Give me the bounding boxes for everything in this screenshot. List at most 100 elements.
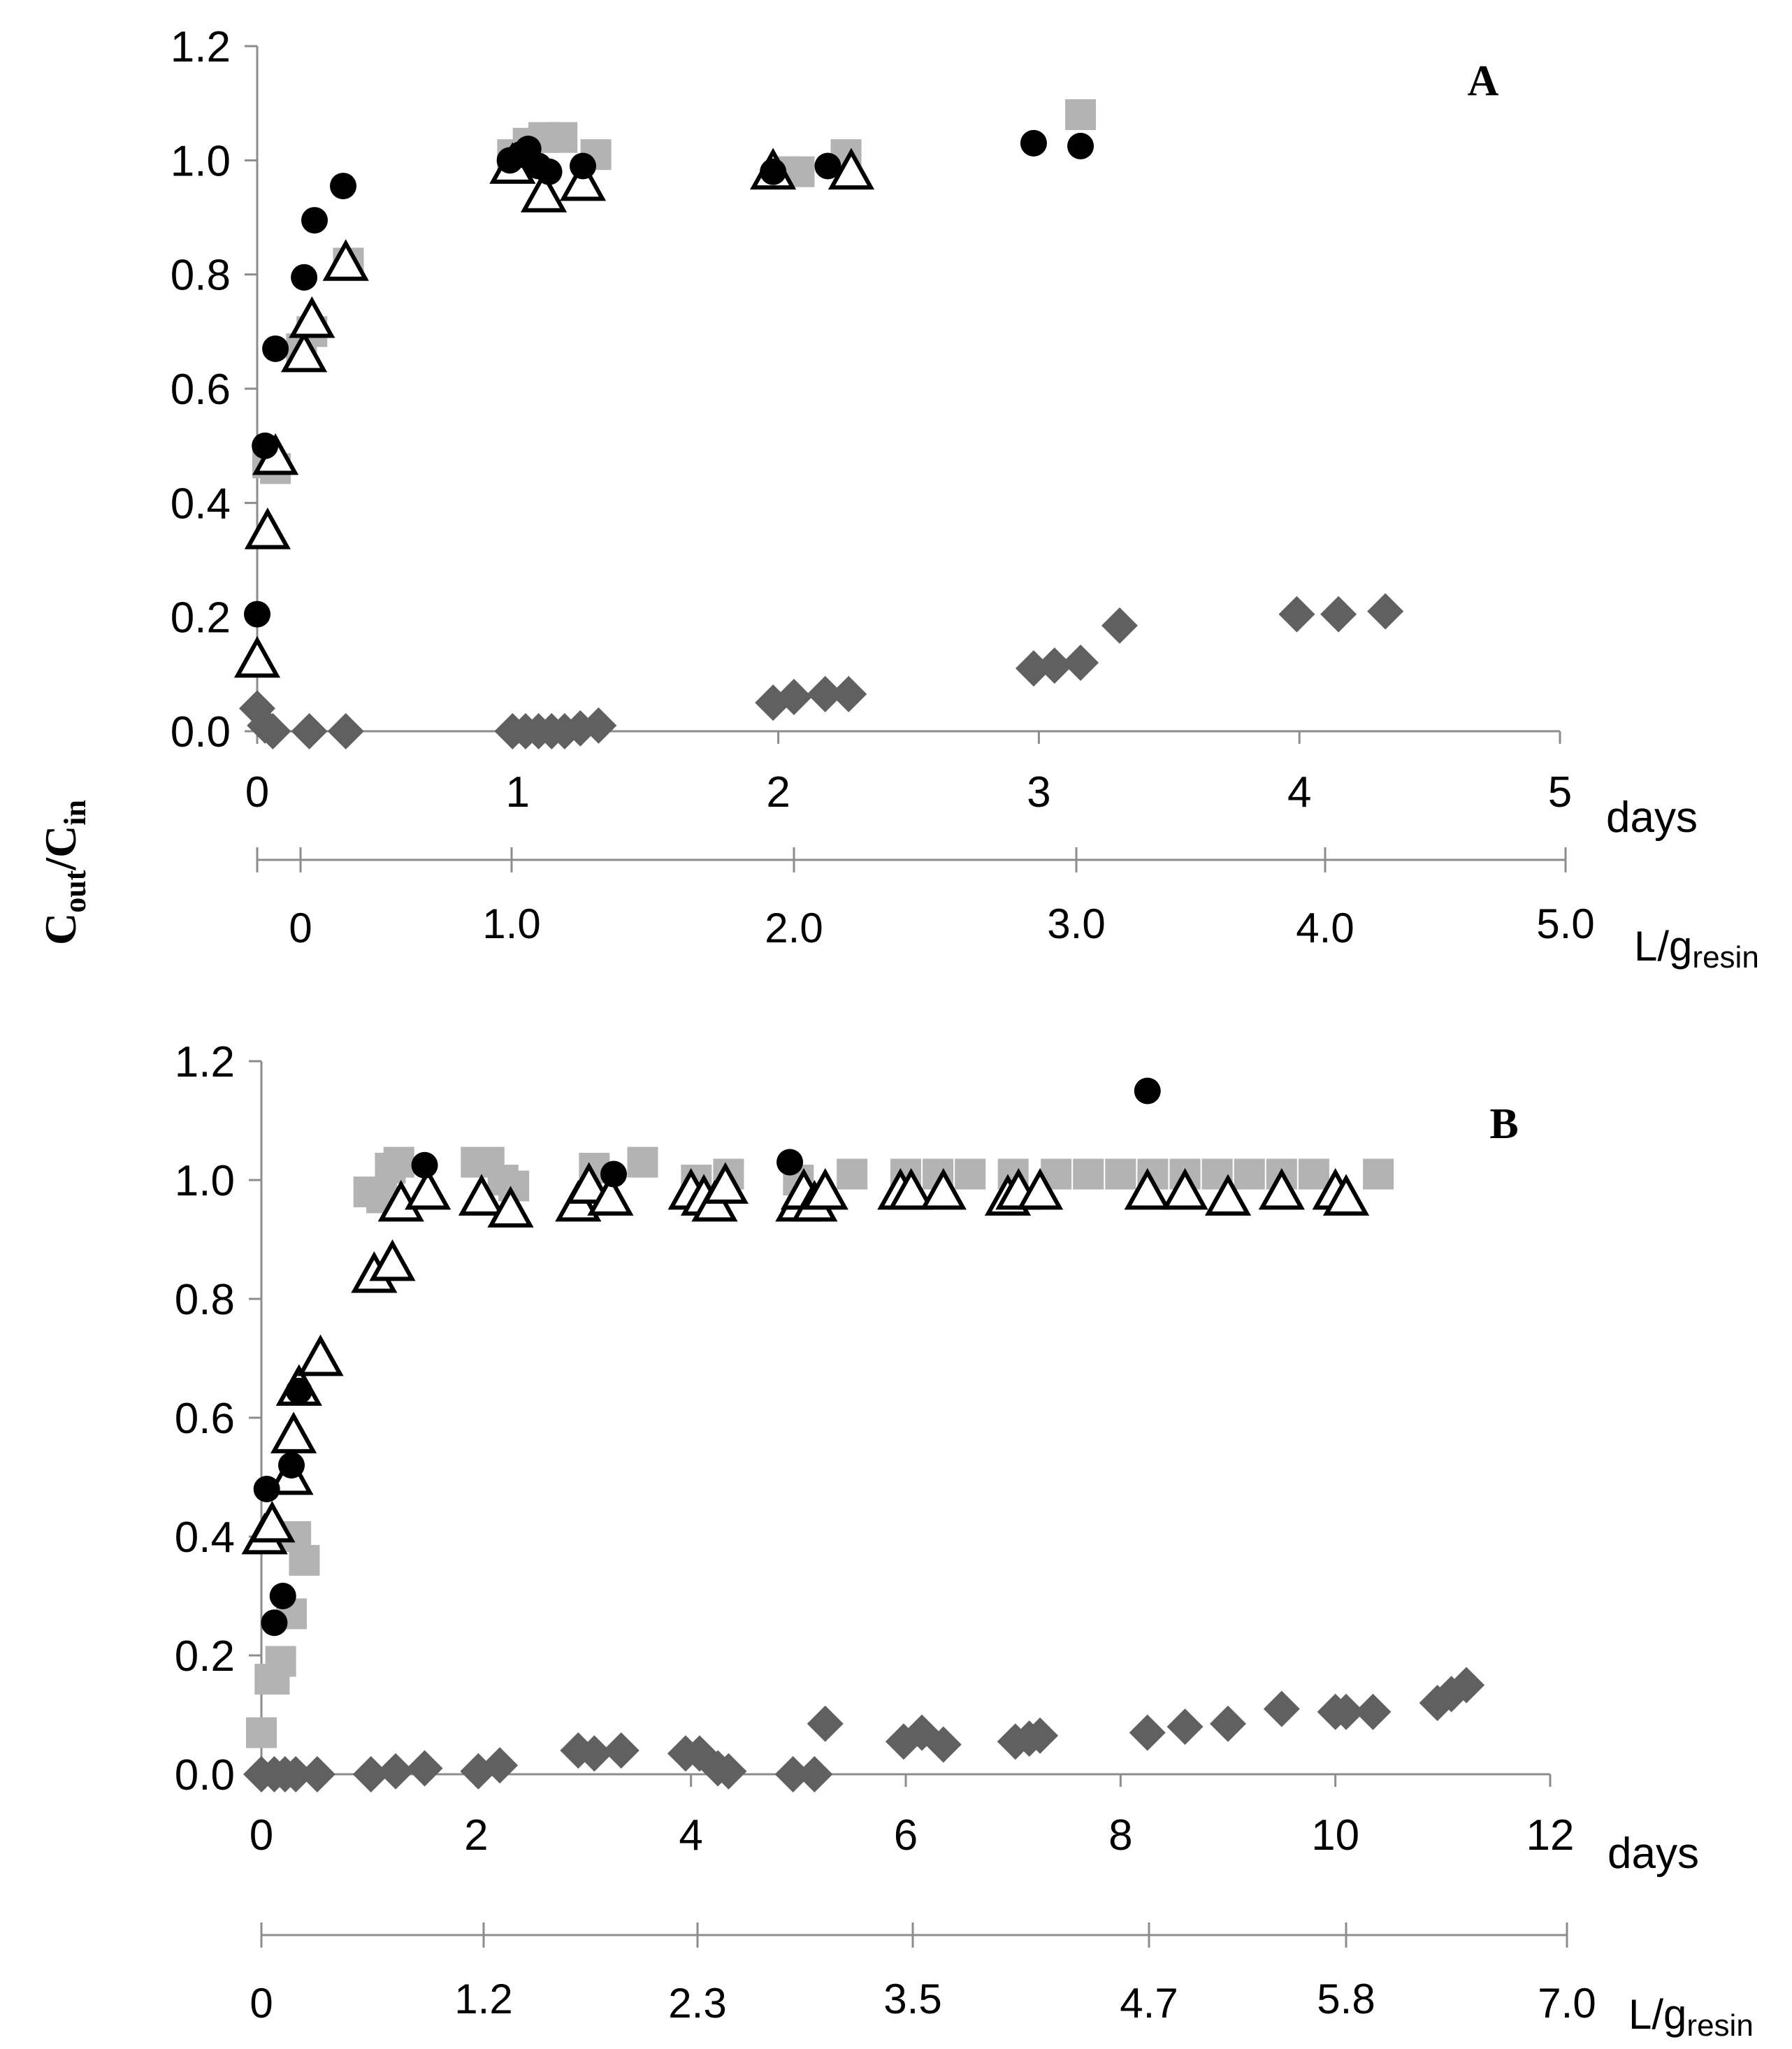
y-tick-label: 1.0 <box>175 1157 235 1205</box>
circle-marker <box>261 1609 288 1637</box>
circle-marker <box>814 152 841 180</box>
circle-marker <box>600 1160 628 1188</box>
y-tick-label: 1.0 <box>171 137 231 185</box>
circle-marker <box>253 1476 280 1502</box>
square-marker <box>1363 1158 1394 1190</box>
x-tick-label: 3 <box>1027 768 1050 817</box>
x-tick-label: 0 <box>250 1811 273 1860</box>
diamond-marker <box>775 679 812 715</box>
x-tick-label: 12 <box>1526 1811 1575 1860</box>
diamond-marker <box>327 713 364 749</box>
square-marker <box>1105 1158 1136 1190</box>
panel-a-label: A <box>1468 57 1499 105</box>
circle-marker <box>285 1377 312 1404</box>
diamond-marker <box>1166 1709 1204 1745</box>
diamond-marker <box>807 675 844 712</box>
diamond-marker <box>710 1753 747 1790</box>
circle-marker <box>330 173 357 200</box>
square-marker <box>383 1146 414 1178</box>
x-tick-label: 6 <box>894 1811 918 1860</box>
x-tick-label: 0 <box>245 768 269 817</box>
secondary-tick-label: 3.5 <box>883 1976 941 2022</box>
x-tick-label: 4 <box>679 1811 702 1860</box>
circle-marker <box>291 264 318 291</box>
panel-b-secondary-axis-label: L/gresin <box>1628 1991 1754 2043</box>
x-tick-label: 2 <box>766 768 790 817</box>
diamond-marker <box>830 675 867 712</box>
square-marker <box>265 1646 296 1677</box>
circle-marker <box>1020 129 1047 157</box>
diamond-marker <box>1062 645 1099 681</box>
diamond-marker <box>1354 1693 1392 1730</box>
circle-marker <box>244 601 270 628</box>
y-tick-label: 0.6 <box>175 1395 235 1443</box>
panel-a-chart: 0.0 0.2 0.4 0.6 0.8 1.0 1.2 0 1 2 3 4 5 0 1.0 2.0 3.0 4.0… <box>171 23 1759 975</box>
triangle-marker <box>888 1167 934 1210</box>
x-tick-label: 1 <box>506 768 530 817</box>
triangle-marker <box>244 507 291 549</box>
diamond-marker <box>406 1750 443 1787</box>
y-tick-label: 1.2 <box>175 1038 235 1086</box>
square-marker <box>246 1717 277 1748</box>
panel-a-tick-labels: 0.0 0.2 0.4 0.6 0.8 1.0 1.2 0 1 2 3 4 5 0 1.0 2.0 3.0 4.0… <box>171 23 1595 951</box>
diamond-marker <box>1328 1693 1365 1730</box>
panel-a-secondary-axis-label: L/gresin <box>1634 923 1759 975</box>
diamond-marker <box>277 1756 315 1792</box>
x-tick-label: 4 <box>1287 768 1311 817</box>
y-tick-label: 0.8 <box>171 252 231 300</box>
circle-marker <box>776 1149 804 1176</box>
diamond-marker <box>298 1756 335 1792</box>
secondary-tick-label: 7.0 <box>1538 1980 1596 2027</box>
x-tick-label: 8 <box>1108 1811 1132 1860</box>
diamond-marker <box>1278 596 1315 633</box>
square-marker <box>1298 1158 1329 1190</box>
secondary-tick-label: 0 <box>250 1980 273 2027</box>
circle-marker <box>535 158 563 185</box>
diamond-marker <box>1022 1717 1059 1754</box>
secondary-tick-label: 4.0 <box>1296 905 1354 951</box>
circle-marker <box>411 1151 438 1179</box>
diamond-marker <box>576 1735 613 1772</box>
triangle-marker <box>920 1167 967 1210</box>
circle-marker <box>570 152 596 180</box>
y-axis-label: Cout/Cin <box>36 800 92 945</box>
triangle-marker <box>520 171 568 213</box>
triangle-marker <box>1016 1167 1064 1210</box>
triangle-marker <box>369 1239 416 1281</box>
y-tick-label: 0.4 <box>171 480 231 528</box>
x-tick-label: 10 <box>1311 1811 1359 1860</box>
triangle-marker <box>587 1174 634 1216</box>
circle-marker <box>1134 1077 1161 1105</box>
triangle-marker <box>802 1167 848 1210</box>
diamond-marker <box>1263 1690 1300 1727</box>
square-marker <box>837 1158 868 1190</box>
y-tick-label: 0.0 <box>171 708 231 756</box>
square-marker <box>1065 99 1097 130</box>
square-marker <box>1234 1158 1265 1190</box>
diamond-marker <box>807 1705 844 1742</box>
x-tick-label: 2 <box>464 1811 488 1860</box>
triangle-marker <box>1162 1167 1208 1210</box>
square-marker <box>627 1146 658 1178</box>
y-tick-label: 0.0 <box>175 1751 235 1799</box>
secondary-tick-label: 0 <box>289 905 312 951</box>
y-tick-label: 0.8 <box>175 1276 235 1324</box>
diamond-marker <box>377 1753 414 1790</box>
circle-marker <box>278 1452 305 1479</box>
circle-marker <box>252 432 279 459</box>
diamond-marker <box>1036 647 1073 684</box>
triangle-marker <box>405 1167 451 1210</box>
triangle-marker <box>702 1162 749 1204</box>
circle-marker <box>269 1583 296 1609</box>
triangle-marker <box>281 330 328 373</box>
diamond-marker <box>482 1747 519 1784</box>
diamond-marker <box>1448 1667 1485 1704</box>
diamond-marker <box>562 710 599 747</box>
triangle-marker <box>1258 1167 1305 1210</box>
diamond-marker <box>352 1756 389 1792</box>
triangle-marker <box>559 159 607 201</box>
triangle-marker <box>322 239 369 281</box>
secondary-tick-label: 5.8 <box>1317 1976 1375 2022</box>
square-marker <box>289 1545 320 1576</box>
